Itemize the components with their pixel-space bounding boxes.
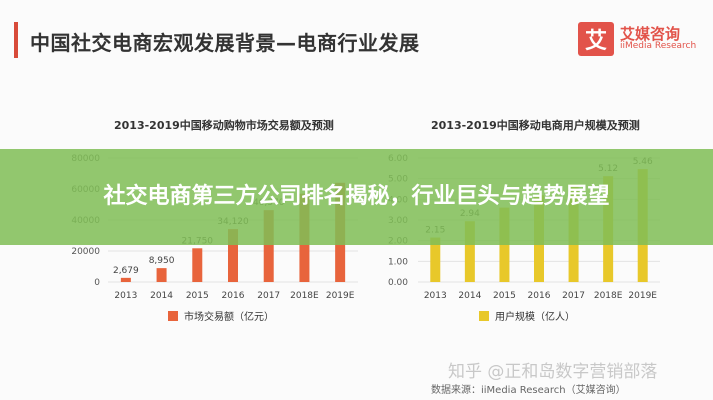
right-ytick-label: 1.00 [388, 257, 408, 267]
right-xtick-label: 2019E [628, 291, 657, 301]
right-xtick-label: 2015 [493, 291, 516, 301]
right-xtick-label: 2018E [594, 291, 623, 301]
logo-mark-icon: 艾 [578, 22, 614, 56]
left-data-label: 2,679 [113, 266, 139, 276]
right-bar [430, 237, 441, 282]
right-xtick-label: 2016 [528, 291, 551, 301]
left-xtick-label: 2015 [186, 291, 209, 301]
right-xtick-label: 2014 [458, 291, 481, 301]
headline-text: 社交电商第三方公司排名揭秘，行业巨头与趋势展望 [103, 184, 610, 210]
right-xtick-label: 2017 [562, 291, 585, 301]
left-xtick-label: 2013 [114, 291, 137, 301]
logo-en: iiMedia Research [620, 41, 697, 52]
iimedia-logo: 艾 艾媒咨询 iiMedia Research [578, 22, 696, 56]
watermark: 知乎 @正和岛数字营销部落 [448, 362, 658, 382]
left-bar [156, 268, 167, 282]
left-bar [192, 248, 203, 282]
slide-title: 中国社交电商宏观发展背景—电商行业发展 [30, 31, 420, 55]
headline-banner: 社交电商第三方公司排名揭秘，行业巨头与趋势展望 [0, 149, 713, 245]
right-legend-swatch [479, 310, 489, 321]
left-xtick-label: 2019E [326, 291, 355, 301]
left-xtick-label: 2018E [290, 291, 319, 301]
right-legend-label: 用户规模（亿人） [495, 312, 575, 323]
left-legend: 市场交易额（亿元） [168, 308, 274, 323]
left-xtick-label: 2017 [257, 291, 280, 301]
logo-text: 艾媒咨询 iiMedia Research [620, 26, 696, 52]
source-note: 数据来源：iiMedia Research（艾媒咨询） [431, 385, 626, 396]
left-bar [120, 277, 131, 282]
left-data-label: 8,950 [149, 256, 175, 266]
right-xtick-label: 2013 [424, 291, 447, 301]
left-legend-swatch [168, 310, 178, 321]
left-xtick-label: 2014 [150, 291, 173, 301]
left-legend-label: 市场交易额（亿元） [184, 312, 274, 323]
right-ytick-label: 0.00 [388, 278, 408, 288]
left-ytick-label: 0 [94, 278, 100, 288]
right-legend: 用户规模（亿人） [479, 308, 575, 323]
logo-cn: 艾媒咨询 [620, 24, 681, 43]
left-bar [228, 229, 238, 282]
right-bar [464, 221, 475, 282]
left-ytick-label: 20000 [71, 247, 100, 257]
left-bar [263, 210, 274, 282]
left-xtick-label: 2016 [222, 291, 245, 301]
left-chart-title: 2013-2019中国移动购物市场交易额及预测 [114, 119, 334, 132]
right-chart-title: 2013-2019中国移动电商用户规模及预测 [431, 119, 640, 132]
title-accent-bar [14, 22, 18, 58]
